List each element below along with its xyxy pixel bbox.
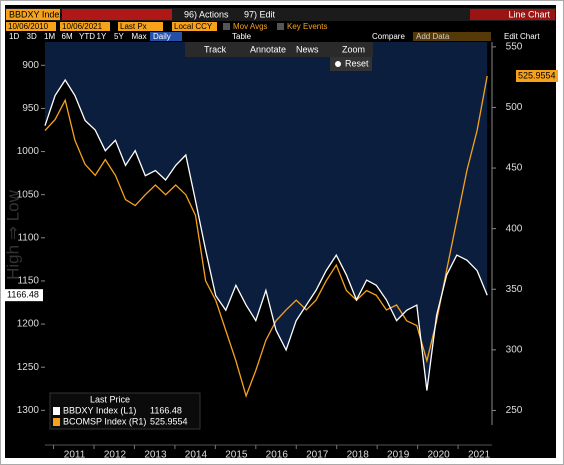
period-button[interactable]: YTD: [79, 32, 95, 41]
actions-menu[interactable]: 96) Actions: [184, 9, 229, 19]
compare-button[interactable]: Compare: [372, 32, 405, 41]
title-band: [470, 9, 555, 20]
period-button[interactable]: Max: [132, 32, 147, 41]
legend-value: 525.9554: [150, 416, 188, 426]
legend-swatch: [53, 407, 60, 415]
x-tick-label: 2015: [225, 450, 248, 461]
y-tick-label: 900: [22, 60, 39, 71]
x-tick-label: 2020: [427, 450, 450, 461]
series-line: [44, 78, 488, 391]
mov-avgs[interactable]: Mov Avgs: [233, 22, 268, 31]
y-tick-label: 1050: [17, 189, 40, 200]
reset-icon: [335, 61, 341, 67]
x-tick-label: 2012: [104, 450, 127, 461]
y2-tick-label: 250: [506, 405, 523, 416]
reset: Reset: [345, 58, 369, 68]
y-tick-label: 950: [22, 103, 39, 114]
legend-title: Last Price: [90, 394, 130, 404]
table-button[interactable]: Table: [232, 32, 252, 41]
end-date: 10/06/2021: [62, 22, 103, 31]
add-data-field[interactable]: [413, 32, 491, 41]
edit-menu[interactable]: 97) Edit: [244, 9, 276, 19]
frequency-box[interactable]: [150, 32, 182, 41]
period-button[interactable]: 3D: [27, 32, 37, 41]
security: BBDXY Index: [9, 9, 64, 19]
y2-tick-label: 300: [506, 344, 523, 355]
suggest-field[interactable]: [62, 9, 172, 20]
chart-kind: Line Chart: [508, 9, 550, 19]
currency: Local CCY: [174, 22, 213, 31]
reset-button[interactable]: [330, 57, 372, 71]
y-tick-label: 1150: [17, 276, 39, 287]
last-value-tag: [516, 69, 558, 82]
period-button[interactable]: 6M: [62, 32, 73, 41]
x-tick-label: 2016: [266, 450, 289, 461]
period-button[interactable]: 1Y: [97, 32, 107, 41]
edit-chart[interactable]: Edit Chart: [504, 32, 540, 41]
end-field[interactable]: [60, 22, 110, 31]
area: [45, 42, 488, 391]
ccy-box[interactable]: [172, 22, 217, 31]
tool-button[interactable]: Zoom: [342, 44, 365, 54]
security-field[interactable]: [6, 9, 60, 20]
y2-tick-label: 500: [506, 102, 523, 113]
y-tick-label: 1000: [17, 146, 40, 157]
checkbox[interactable]: [223, 23, 230, 30]
tool-bar: [185, 42, 373, 57]
x-tick-label: 2018: [347, 450, 370, 461]
y-tick-label: 1100: [17, 232, 39, 243]
field-box[interactable]: [118, 22, 163, 31]
x-tick-label: 2011: [64, 450, 86, 461]
legend-label: BBDXY Index (L1): [63, 405, 136, 415]
period-button[interactable]: 5Y: [114, 32, 124, 41]
last-value: 525.9554: [518, 70, 556, 80]
tool-button[interactable]: News: [296, 44, 319, 54]
x-tick-label: 2014: [185, 450, 208, 461]
y2-tick-label: 400: [506, 223, 523, 234]
y-axis-label: High ⇒ Low: [3, 189, 22, 280]
series-line: [44, 75, 488, 398]
tool-button[interactable]: Track: [204, 44, 227, 54]
checkbox[interactable]: [277, 23, 284, 30]
period-button[interactable]: 1D: [9, 32, 19, 41]
period-button[interactable]: 1M: [44, 32, 55, 41]
start-field[interactable]: [6, 22, 56, 31]
x-tick-label: 2019: [387, 450, 410, 461]
add-data: Add Data: [416, 32, 450, 41]
last-value-tag: [5, 289, 43, 302]
last-value: 1166.48: [7, 290, 39, 300]
y2-tick-label: 550: [506, 41, 523, 52]
legend-label: BCOMSP Index (R1): [63, 416, 146, 426]
y2-tick-label: 450: [506, 163, 523, 174]
x-tick-label: 2021: [468, 450, 491, 461]
key-events[interactable]: Key Events: [287, 22, 327, 31]
legend-swatch: [53, 418, 60, 426]
x-tick-label: 2013: [144, 450, 167, 461]
frequency: Daily: [153, 32, 171, 41]
tool-button[interactable]: Annotate: [250, 44, 286, 54]
legend: [49, 392, 201, 430]
x-tick-label: 2017: [306, 450, 329, 461]
y-tick-label: 1250: [17, 362, 40, 373]
y2-tick-label: 350: [506, 284, 523, 295]
legend-value: 1166.48: [150, 405, 182, 415]
field: Last Px: [120, 22, 147, 31]
y-tick-label: 1200: [17, 319, 40, 330]
start-date: 10/06/2010: [8, 22, 49, 31]
y-tick-label: 1300: [17, 405, 40, 416]
